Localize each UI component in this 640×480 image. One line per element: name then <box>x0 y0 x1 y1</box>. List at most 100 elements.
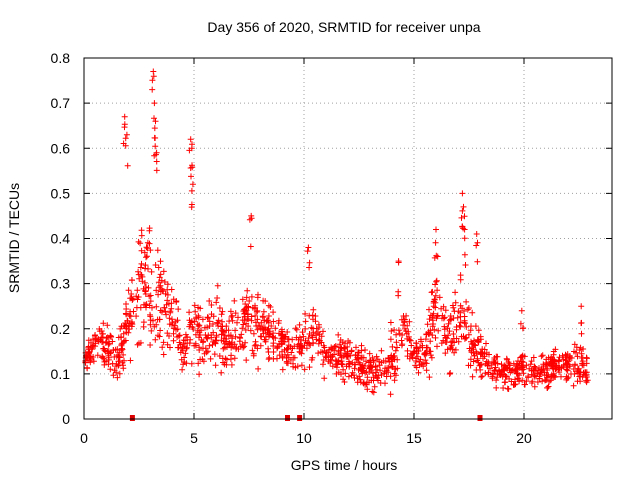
data-point <box>173 299 180 305</box>
data-point <box>123 306 130 312</box>
data-point <box>129 321 136 328</box>
data-point <box>328 346 335 353</box>
data-point <box>154 247 161 254</box>
data-point <box>157 258 164 265</box>
data-point <box>248 215 255 222</box>
data-point <box>212 362 219 369</box>
data-point <box>200 358 207 365</box>
data-point <box>107 332 114 339</box>
data-point <box>205 315 212 321</box>
data-point <box>239 325 246 332</box>
data-point <box>243 294 250 301</box>
data-point <box>234 319 240 326</box>
data-point <box>434 287 441 294</box>
data-point <box>178 345 185 352</box>
data-point <box>89 346 96 353</box>
x-tick-label: 10 <box>296 430 312 446</box>
data-point <box>279 335 286 341</box>
data-point <box>327 356 334 363</box>
data-point <box>196 371 203 378</box>
data-point <box>240 344 247 351</box>
y-tick-label: 0.2 <box>51 321 71 337</box>
data-point <box>494 374 501 381</box>
data-point <box>242 339 249 346</box>
data-point <box>167 309 174 316</box>
data-point <box>211 351 218 358</box>
data-point <box>316 337 323 344</box>
data-point <box>406 337 413 344</box>
data-point <box>430 321 437 327</box>
data-point <box>564 364 571 371</box>
data-point <box>514 370 521 377</box>
data-point <box>387 373 394 380</box>
data-point <box>143 244 150 251</box>
data-point <box>545 372 552 379</box>
data-point <box>426 306 432 313</box>
data-point <box>243 357 250 364</box>
data-gap-markers <box>129 415 483 421</box>
data-point <box>151 134 158 141</box>
data-point <box>123 131 130 138</box>
data-point <box>272 325 279 332</box>
data-point <box>179 366 186 373</box>
data-point <box>398 316 405 323</box>
data-point <box>358 347 365 354</box>
data-point <box>94 352 101 359</box>
data-point <box>519 362 526 369</box>
data-point <box>92 332 99 338</box>
data-point <box>143 304 149 311</box>
data-point <box>152 118 159 125</box>
data-point <box>302 318 309 325</box>
data-point <box>392 347 399 354</box>
data-point <box>383 367 390 374</box>
data-point <box>370 389 377 396</box>
data-point <box>200 345 206 352</box>
y-tick-label: 0.5 <box>51 185 71 201</box>
data-point <box>512 366 519 373</box>
data-point <box>298 337 305 343</box>
data-point <box>530 354 537 361</box>
data-point <box>345 358 352 365</box>
data-point <box>461 226 468 233</box>
data-point <box>276 352 283 359</box>
data-point <box>93 335 100 342</box>
data-point <box>265 345 272 352</box>
data-point <box>260 297 267 304</box>
data-point <box>100 320 107 327</box>
data-point <box>173 326 179 333</box>
data-point <box>85 337 92 344</box>
data-point <box>460 203 467 210</box>
data-point <box>82 359 89 366</box>
data-point <box>310 316 316 323</box>
data-point <box>188 173 194 180</box>
data-point <box>423 331 430 338</box>
data-point <box>431 326 438 333</box>
data-point <box>459 190 466 197</box>
data-point <box>335 331 342 338</box>
data-point <box>292 325 299 332</box>
data-point <box>444 346 451 353</box>
data-point <box>149 304 155 311</box>
data-point <box>127 357 134 364</box>
data-point <box>214 295 221 301</box>
data-point <box>278 335 285 342</box>
data-point <box>391 377 398 384</box>
data-point <box>192 331 199 338</box>
data-point <box>182 331 189 338</box>
data-point <box>463 323 470 330</box>
data-point <box>340 344 347 351</box>
data-point <box>432 334 439 341</box>
data-point <box>354 379 361 386</box>
data-point <box>242 301 249 307</box>
data-point <box>122 135 129 142</box>
data-point <box>394 356 401 363</box>
data-point <box>243 320 250 327</box>
data-point <box>148 327 155 334</box>
data-point <box>203 349 210 356</box>
data-point <box>188 360 195 367</box>
data-point <box>491 355 498 361</box>
data-point <box>166 321 173 328</box>
data-point <box>374 356 381 363</box>
data-point <box>149 86 156 93</box>
data-point <box>151 115 157 122</box>
